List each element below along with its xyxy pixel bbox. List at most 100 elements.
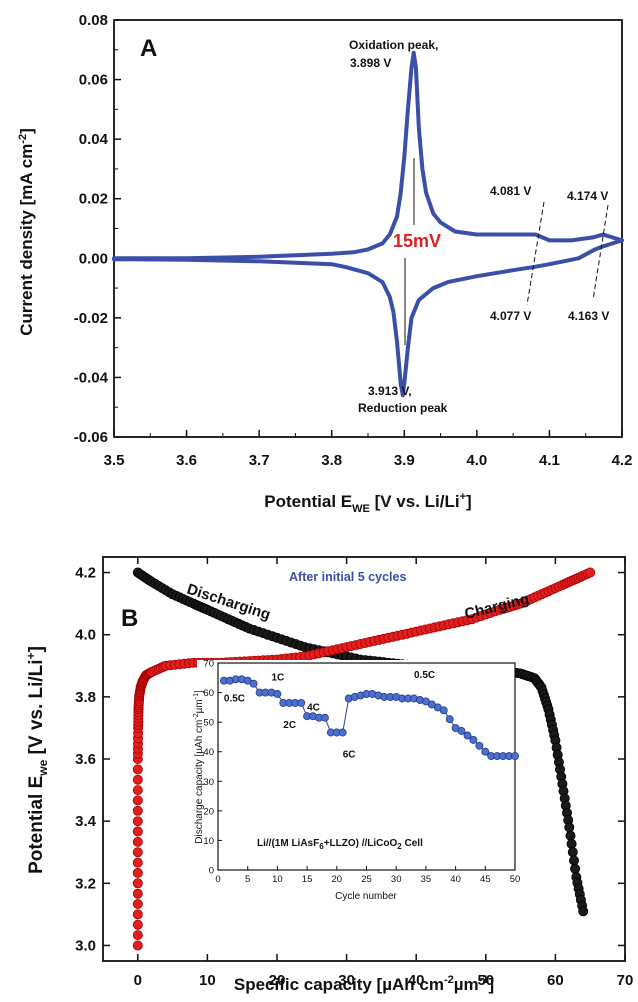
- y-axis-title-b: Potential Ewe [V vs. Li/Li+]: [24, 646, 50, 874]
- oxidation-label-1: Oxidation peak,: [349, 38, 438, 52]
- y-tick-label-a: 0.00: [79, 250, 108, 267]
- x-tick-label-a: 3.5: [104, 452, 125, 469]
- charge-point: [585, 567, 596, 578]
- inset-x-tick-label: 40: [450, 874, 461, 885]
- y-axis-title-a: Current density [mA cm-2]: [17, 128, 36, 336]
- charge-point: [132, 836, 143, 847]
- inset-y-tick-label: 10: [203, 836, 214, 847]
- v-label-4163: 4.163 V: [568, 309, 609, 323]
- inset-y-tick-label: 70: [203, 659, 214, 670]
- panel-letter-b: B: [121, 605, 138, 632]
- x-tick-label-a: 4.1: [539, 452, 560, 469]
- dashed-line-4174: [592, 204, 609, 301]
- x-tick-label-b: 40: [408, 972, 425, 989]
- x-tick-label-a: 3.7: [249, 452, 270, 469]
- inset-point: [445, 715, 454, 724]
- inset-x-tick-label: 30: [391, 874, 402, 885]
- y-tick-label-a: 0.08: [79, 12, 108, 29]
- x-tick-label-b: 20: [269, 972, 286, 989]
- inset-rate-label: 0.5C: [224, 693, 245, 704]
- v-label-4174: 4.174 V: [567, 189, 608, 203]
- inset-point: [457, 727, 466, 735]
- charge-point: [132, 909, 143, 920]
- inset-rate-label: 4C: [307, 702, 320, 713]
- inset-point: [338, 728, 347, 737]
- v-label-4081: 4.081 V: [490, 184, 531, 198]
- inset-x-tick-label: 0: [215, 874, 220, 885]
- after-cycles-label: After initial 5 cycles: [289, 570, 406, 584]
- inset-y-axis-title: Discharge capacity [µAh cm-2µm-1]: [193, 690, 205, 844]
- x-tick-label-a: 3.9: [394, 452, 415, 469]
- panel-a: 3.5 3.6 3.7 3.8 3.9 4.0 4.1 4.2 -0.06 -0.04 -0.02 0…: [17, 12, 632, 515]
- charging-label: Charging: [463, 590, 531, 622]
- inset-point: [320, 713, 329, 722]
- inset-rate-label: 1C: [272, 673, 285, 684]
- inset-point: [249, 679, 258, 688]
- x-tick-label-a: 4.0: [466, 452, 487, 469]
- y-tick-label-b: 3.4: [75, 813, 97, 830]
- charge-point: [132, 795, 143, 806]
- inset-y-tick-label: 50: [203, 718, 214, 729]
- x-axis-title-b: Specific capacity [µAh cm-2µm-1]: [234, 974, 494, 994]
- oxidation-label-2: 3.898 V: [350, 56, 391, 70]
- x-tick-label-b: 70: [617, 972, 634, 989]
- inset-y-tick-label: 60: [203, 688, 214, 699]
- charge-point: [132, 805, 143, 816]
- charge-point: [132, 867, 143, 878]
- x-tick-label-b: 10: [199, 972, 216, 989]
- inset-rate-label: 6C: [343, 750, 356, 761]
- inset-point: [481, 747, 490, 756]
- discharge-point: [570, 863, 581, 874]
- charge-point: [132, 764, 143, 775]
- reduction-label-2: Reduction peak: [358, 401, 448, 415]
- charge-point: [132, 930, 143, 941]
- charge-point: [132, 847, 143, 858]
- inset-rate-label: 0.5C: [414, 670, 435, 681]
- inset-x-tick-label: 35: [421, 874, 432, 885]
- inset-y-tick-label: 20: [203, 806, 214, 817]
- y-tick-label-a: 0.06: [79, 72, 108, 89]
- x-tick-label-b: 50: [477, 972, 494, 989]
- discharge-point: [565, 830, 576, 841]
- charge-point: [132, 940, 143, 951]
- y-tick-label-b: 4.2: [75, 565, 96, 582]
- inset-y-tick-label: 40: [203, 747, 214, 758]
- inset-point: [475, 741, 484, 750]
- x-tick-label-a: 3.8: [321, 452, 342, 469]
- charge-point: [132, 826, 143, 837]
- discharge-point: [567, 847, 578, 858]
- charge-point: [132, 785, 143, 796]
- inset-x-tick-label: 5: [245, 874, 250, 885]
- inset-x-tick-label: 20: [332, 874, 343, 885]
- charge-point: [132, 899, 143, 910]
- inset-point: [439, 706, 448, 715]
- dashed-line-4081: [526, 201, 545, 306]
- y-tick-label-b: 3.0: [75, 937, 96, 954]
- inset-x-tick-label: 15: [302, 874, 313, 885]
- discharge-point: [569, 855, 580, 866]
- v-label-4077: 4.077 V: [490, 309, 531, 323]
- inset-cell-label: Li//(1M LiAsF6+LLZO) //LiCoO2 Cell: [257, 838, 423, 851]
- inset-y-tick-label: 30: [203, 777, 214, 788]
- y-tick-label-b: 4.0: [75, 627, 96, 644]
- plot-frame-a: [113, 19, 623, 438]
- inset-y-tick-label: 0: [209, 866, 214, 877]
- inset-x-tick-label: 45: [480, 874, 491, 885]
- charge-point: [132, 878, 143, 889]
- inset-point: [463, 731, 472, 740]
- inset-point: [273, 690, 282, 698]
- charge-point: [132, 919, 143, 930]
- y-tick-label-a: -0.06: [74, 429, 108, 446]
- y-tick-label-a: 0.04: [79, 131, 109, 148]
- y-tick-label-b: 3.2: [75, 875, 96, 892]
- discharge-point: [566, 838, 577, 849]
- x-tick-label-a: 4.2: [612, 452, 633, 469]
- x-axis-title-a: Potential EWE [V vs. Li/Li+]: [264, 491, 471, 515]
- x-tick-label-b: 0: [134, 972, 142, 989]
- x-tick-label-b: 30: [338, 972, 355, 989]
- charge-point: [132, 888, 143, 899]
- inset-x-tick-label: 50: [510, 874, 521, 885]
- inset-point: [297, 698, 306, 707]
- cv-cathodic-sweep: [112, 238, 624, 398]
